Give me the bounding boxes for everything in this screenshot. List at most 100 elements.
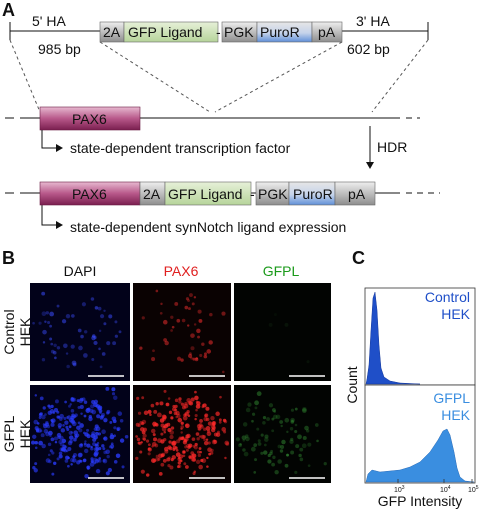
cell <box>32 434 37 439</box>
cell <box>177 464 182 469</box>
cell <box>203 352 207 356</box>
cell <box>57 423 63 428</box>
cell <box>34 446 38 450</box>
cell <box>64 420 69 425</box>
cell <box>82 458 87 463</box>
cell <box>198 318 203 323</box>
cell <box>68 404 71 408</box>
cell <box>162 319 168 325</box>
cell <box>174 404 178 409</box>
cell <box>253 443 258 448</box>
cell <box>45 311 50 315</box>
cell <box>136 437 141 442</box>
cell <box>139 346 143 350</box>
cell <box>271 429 275 433</box>
cell <box>153 409 158 414</box>
cell <box>90 459 94 463</box>
cell <box>112 341 117 346</box>
cell <box>224 456 227 460</box>
cell <box>64 445 68 449</box>
cell <box>164 446 169 452</box>
cell <box>137 411 142 415</box>
cell <box>163 338 167 342</box>
cell <box>88 416 93 422</box>
cell <box>203 354 208 359</box>
element-label: GFP Ligand <box>168 186 242 202</box>
cell <box>167 428 172 433</box>
cell <box>98 446 102 451</box>
cell <box>160 432 164 436</box>
axis-label: GFP Intensity <box>378 493 463 509</box>
cell <box>61 448 64 452</box>
cell <box>106 341 111 346</box>
cell <box>41 291 46 296</box>
cell <box>41 414 46 420</box>
cell <box>39 429 43 433</box>
cell <box>181 405 186 410</box>
cell <box>273 410 277 413</box>
cell <box>101 352 106 356</box>
cell <box>167 464 171 468</box>
cell <box>155 289 159 293</box>
cell <box>205 417 210 422</box>
cell <box>81 302 86 307</box>
step-label: HDR <box>377 139 407 155</box>
cell <box>66 428 70 432</box>
cell <box>190 397 195 402</box>
cell <box>206 456 209 460</box>
cell <box>160 302 163 306</box>
cell <box>42 329 47 335</box>
cell <box>270 449 274 453</box>
arm-length: 985 bp <box>38 41 81 57</box>
cell <box>98 408 103 413</box>
cell <box>170 426 175 430</box>
cell <box>64 400 67 404</box>
cell <box>162 415 167 420</box>
cell <box>178 436 182 440</box>
cell <box>176 439 181 444</box>
element-label: - <box>250 186 255 202</box>
cell <box>314 423 319 427</box>
cell <box>37 428 42 433</box>
cell <box>151 428 156 434</box>
cell <box>267 459 272 464</box>
cell <box>242 439 246 442</box>
cell <box>238 443 242 448</box>
cell <box>171 441 176 446</box>
cell <box>46 424 51 429</box>
cell <box>260 433 264 437</box>
histogram-label: GFPL HEK <box>433 390 470 423</box>
cell <box>175 446 178 450</box>
cell <box>41 358 46 362</box>
cell <box>207 421 213 426</box>
annotation: state-dependent synNotch ligand expressi… <box>70 219 346 235</box>
cell <box>307 442 312 447</box>
cell <box>69 439 73 444</box>
cell <box>290 417 295 423</box>
cell <box>151 458 156 463</box>
cell <box>187 299 190 302</box>
cell <box>56 410 60 414</box>
cell <box>86 443 91 448</box>
cell <box>289 439 294 444</box>
cell <box>291 419 294 422</box>
cell <box>216 430 220 434</box>
cell <box>98 329 102 333</box>
genomic-locus <box>5 106 420 169</box>
row-label: GFPLHEK <box>1 416 33 453</box>
cell <box>50 342 54 346</box>
cell <box>186 410 190 414</box>
cell <box>264 437 269 442</box>
cell <box>195 459 201 464</box>
cell <box>160 423 165 428</box>
cell <box>210 427 216 433</box>
cell <box>78 345 83 351</box>
cell <box>103 322 107 326</box>
cell <box>95 404 101 409</box>
element-label: pA <box>348 186 366 202</box>
cell <box>80 334 84 339</box>
cell <box>117 411 123 416</box>
cell <box>141 396 145 400</box>
cell <box>139 421 144 425</box>
cell <box>256 391 262 397</box>
